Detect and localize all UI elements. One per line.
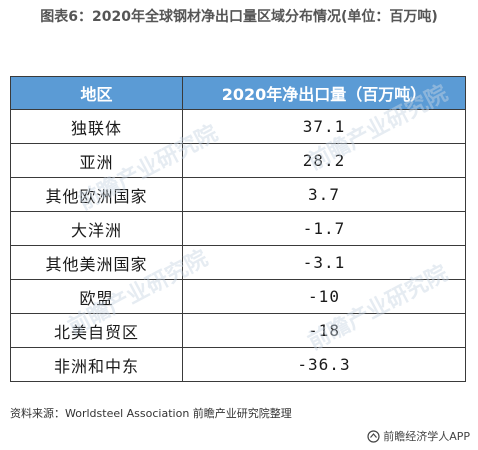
brand-text: 前瞻经济学人APP [383, 430, 470, 443]
row-region: 独联体 [10, 109, 183, 144]
row-region: 北美自贸区 [10, 313, 183, 348]
qianzhan-logo-icon [367, 429, 380, 443]
data-table: 地区 2020年净出口量（百万吨） 独联体 37.1 亚洲 28.2 其他欧洲国… [10, 76, 466, 382]
row-value: 3.7 [182, 177, 466, 212]
row-value: -1.7 [182, 211, 466, 246]
row-value: -18 [182, 313, 466, 348]
row-region: 其他美洲国家 [10, 245, 183, 280]
header-net-export: 2020年净出口量（百万吨） [182, 76, 466, 110]
table-row: 其他欧洲国家 3.7 [10, 177, 466, 212]
source-note: 资料来源：Worldsteel Association 前瞻产业研究院整理 [10, 407, 292, 420]
row-region: 其他欧洲国家 [10, 177, 183, 212]
table-row: 非洲和中东 -36.3 [10, 347, 466, 382]
table-row: 北美自贸区 -18 [10, 313, 466, 348]
table-row: 独联体 37.1 [10, 109, 466, 144]
row-value: 37.1 [182, 109, 466, 144]
table-row: 其他美洲国家 -3.1 [10, 245, 466, 280]
table-row: 欧盟 -10 [10, 279, 466, 314]
row-region: 亚洲 [10, 143, 183, 178]
table-header-row: 地区 2020年净出口量（百万吨） [10, 76, 466, 110]
data-table-container: 地区 2020年净出口量（百万吨） 独联体 37.1 亚洲 28.2 其他欧洲国… [10, 76, 466, 382]
chart-title: 图表6：2020年全球钢材净出口量区域分布情况(单位：百万吨) [40, 9, 438, 25]
brand-footer: 前瞻经济学人APP [367, 428, 470, 444]
row-region: 非洲和中东 [10, 347, 183, 382]
header-region: 地区 [10, 76, 183, 110]
row-value: 28.2 [182, 143, 466, 178]
table-row: 大洋洲 -1.7 [10, 211, 466, 246]
table-row: 亚洲 28.2 [10, 143, 466, 178]
row-value: -3.1 [182, 245, 466, 280]
row-value: -10 [182, 279, 466, 314]
row-region: 欧盟 [10, 279, 183, 314]
row-region: 大洋洲 [10, 211, 183, 246]
row-value: -36.3 [182, 347, 466, 382]
